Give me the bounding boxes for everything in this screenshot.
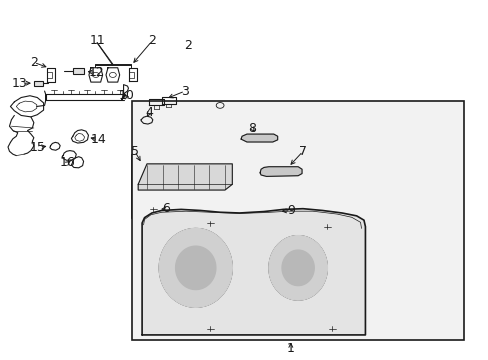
- Text: 10: 10: [118, 89, 134, 102]
- Text: 5: 5: [130, 145, 139, 158]
- Polygon shape: [260, 167, 302, 176]
- Text: 9: 9: [286, 204, 294, 217]
- Text: 14: 14: [90, 133, 106, 146]
- Polygon shape: [268, 235, 327, 300]
- Bar: [132, 155, 249, 218]
- Bar: [254, 155, 322, 218]
- Bar: [132, 101, 463, 339]
- Text: 8: 8: [247, 122, 255, 135]
- Text: 7: 7: [298, 145, 306, 158]
- Text: 13: 13: [11, 77, 27, 90]
- Text: 12: 12: [88, 66, 104, 79]
- Circle shape: [268, 210, 274, 214]
- Text: 15: 15: [29, 140, 45, 153]
- Bar: [73, 68, 83, 74]
- Text: 16: 16: [60, 156, 76, 169]
- Text: 6: 6: [162, 202, 170, 215]
- Polygon shape: [138, 164, 232, 190]
- Text: 3: 3: [181, 85, 188, 98]
- Bar: [34, 81, 42, 86]
- Polygon shape: [241, 134, 277, 142]
- Text: 2: 2: [147, 33, 156, 47]
- Polygon shape: [142, 209, 365, 335]
- Text: 2: 2: [30, 56, 38, 69]
- Polygon shape: [282, 250, 314, 285]
- Text: 11: 11: [89, 33, 105, 47]
- Polygon shape: [175, 246, 215, 289]
- Text: 2: 2: [184, 39, 192, 52]
- Polygon shape: [159, 229, 232, 307]
- Text: 1: 1: [286, 342, 294, 355]
- Text: 4: 4: [145, 106, 153, 119]
